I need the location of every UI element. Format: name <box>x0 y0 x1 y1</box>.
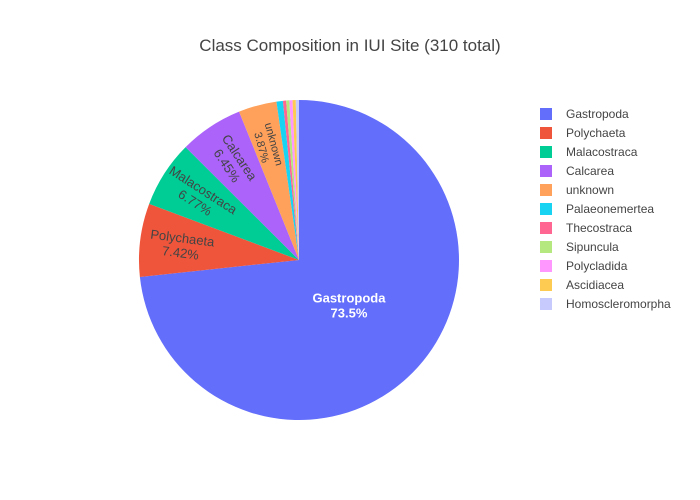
legend-item-polycladida[interactable]: Polycladida <box>540 259 628 273</box>
legend-label: Gastropoda <box>566 107 629 121</box>
legend-item-unknown[interactable]: unknown <box>540 183 614 197</box>
legend-item-sipuncula[interactable]: Sipuncula <box>540 240 619 254</box>
legend-swatch <box>540 279 552 291</box>
legend-item-palaeonemertea[interactable]: Palaeonemertea <box>540 202 654 216</box>
legend-item-gastropoda[interactable]: Gastropoda <box>540 107 629 121</box>
legend-swatch <box>540 184 552 196</box>
slice-label-percent: 7.42% <box>161 243 200 263</box>
legend-swatch <box>540 203 552 215</box>
pie-slices <box>139 100 459 420</box>
pie-slice-polychaeta[interactable] <box>139 203 299 277</box>
pie-slice-ascidiacea[interactable] <box>292 100 299 260</box>
legend-item-thecostraca[interactable]: Thecostraca <box>540 221 632 235</box>
slice-label-gastropoda: Gastropoda 73.5% <box>312 290 386 320</box>
legend-label: Calcarea <box>566 164 614 178</box>
legend-label: Thecostraca <box>566 221 632 235</box>
legend-swatch <box>540 222 552 234</box>
legend-swatch <box>540 165 552 177</box>
legend-label: Polycladida <box>566 259 628 273</box>
legend-label: Palaeonemertea <box>566 202 654 216</box>
legend-swatch <box>540 260 552 272</box>
slice-label-name: Gastropoda <box>312 290 386 305</box>
legend-swatch <box>540 241 552 253</box>
legend-label: Polychaeta <box>566 126 626 140</box>
legend-label: unknown <box>566 183 614 197</box>
legend-item-homoscleromorpha[interactable]: Homoscleromorpha <box>540 297 671 311</box>
pie-slice-malacostraca[interactable] <box>149 147 299 260</box>
legend-item-ascidiacea[interactable]: Ascidiacea <box>540 278 624 292</box>
pie-slice-homoscleromorpha[interactable] <box>295 100 299 260</box>
legend-swatch <box>540 127 552 139</box>
legend-item-malacostraca[interactable]: Malacostraca <box>540 145 638 159</box>
legend-label: Ascidiacea <box>566 278 624 292</box>
pie-slice-palaeonemertea[interactable] <box>276 100 299 260</box>
pie-slice-sipuncula[interactable] <box>286 100 299 260</box>
chart-title: Class Composition in IUI Site (310 total… <box>199 36 500 55</box>
slice-label-polychaeta: Polychaeta7.42% <box>148 227 216 265</box>
pie-slice-gastropoda[interactable] <box>139 100 459 420</box>
legend-label: Malacostraca <box>566 145 638 159</box>
legend-label: Sipuncula <box>566 240 619 254</box>
legend-item-calcarea[interactable]: Calcarea <box>540 164 614 178</box>
pie-slice-unknown[interactable] <box>239 101 299 260</box>
pie-slice-thecostraca[interactable] <box>282 100 299 260</box>
pie-slice-polycladida[interactable] <box>289 100 299 261</box>
legend-swatch <box>540 146 552 158</box>
pie-slice-calcarea[interactable] <box>185 111 299 260</box>
slice-label-percent: 73.5% <box>331 305 368 320</box>
legend-swatch <box>540 108 552 120</box>
legend-swatch <box>540 298 552 310</box>
legend-label: Homoscleromorpha <box>566 297 671 311</box>
legend: Gastropoda Polychaeta Malacostraca Calcarea… <box>540 107 671 311</box>
legend-item-polychaeta[interactable]: Polychaeta <box>540 126 626 140</box>
